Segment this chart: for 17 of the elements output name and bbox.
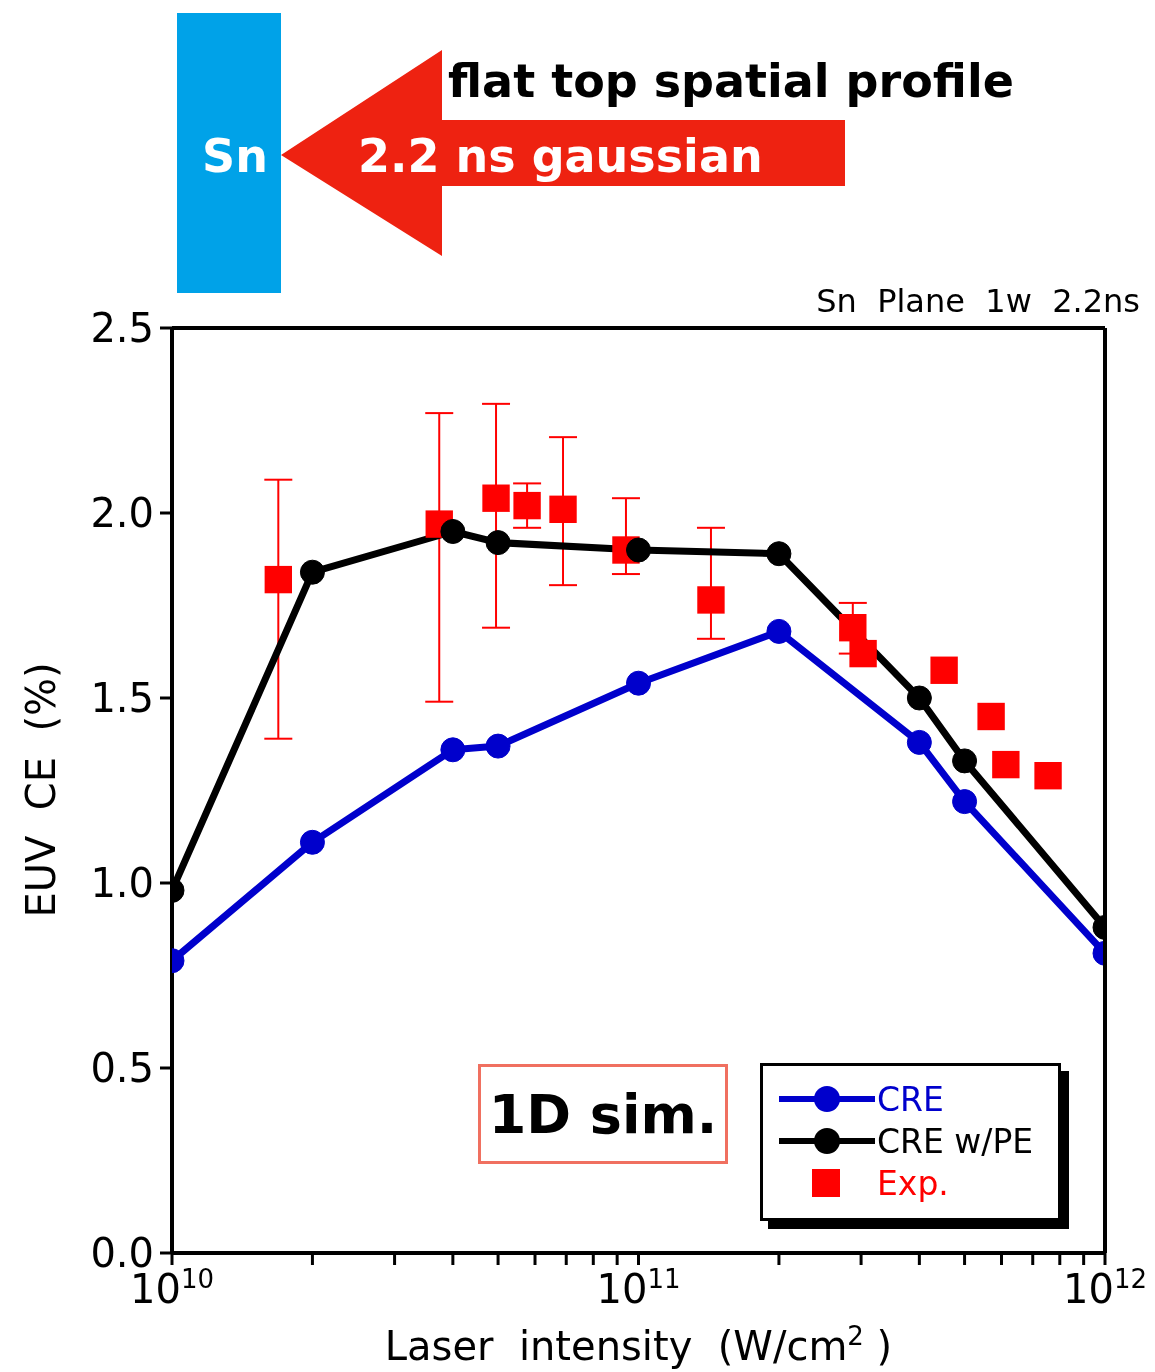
text: Sn Plane 1w 2.2ns (816, 282, 1140, 320)
legend-label: Exp. (877, 1163, 949, 1203)
text: flat top spatial profile (448, 54, 1014, 108)
x-tick-label: 10$^{11}$ (596, 1264, 681, 1312)
y-tick-label: 1.5 (90, 675, 154, 721)
legend-label: CRE (877, 1079, 944, 1119)
y-tick-label: 2.0 (90, 490, 154, 536)
y-tick-label: 0.5 (90, 1045, 154, 1091)
x-axis-title: Laser intensity (W/cm$^{2}$) (384, 1321, 893, 1369)
text: Sn (202, 129, 268, 183)
x-tick-label: 10$^{12}$ (1063, 1264, 1147, 1312)
y-tick-label: 2.5 (90, 305, 154, 351)
legend-label: CRE w/PE (877, 1121, 1034, 1161)
y-axis-title: EUV CE (%) (18, 662, 64, 918)
y-tick-label: 1.0 (90, 860, 154, 906)
annotation: 1D sim. (478, 1064, 728, 1164)
text: 2.2 ns gaussian (358, 129, 763, 183)
